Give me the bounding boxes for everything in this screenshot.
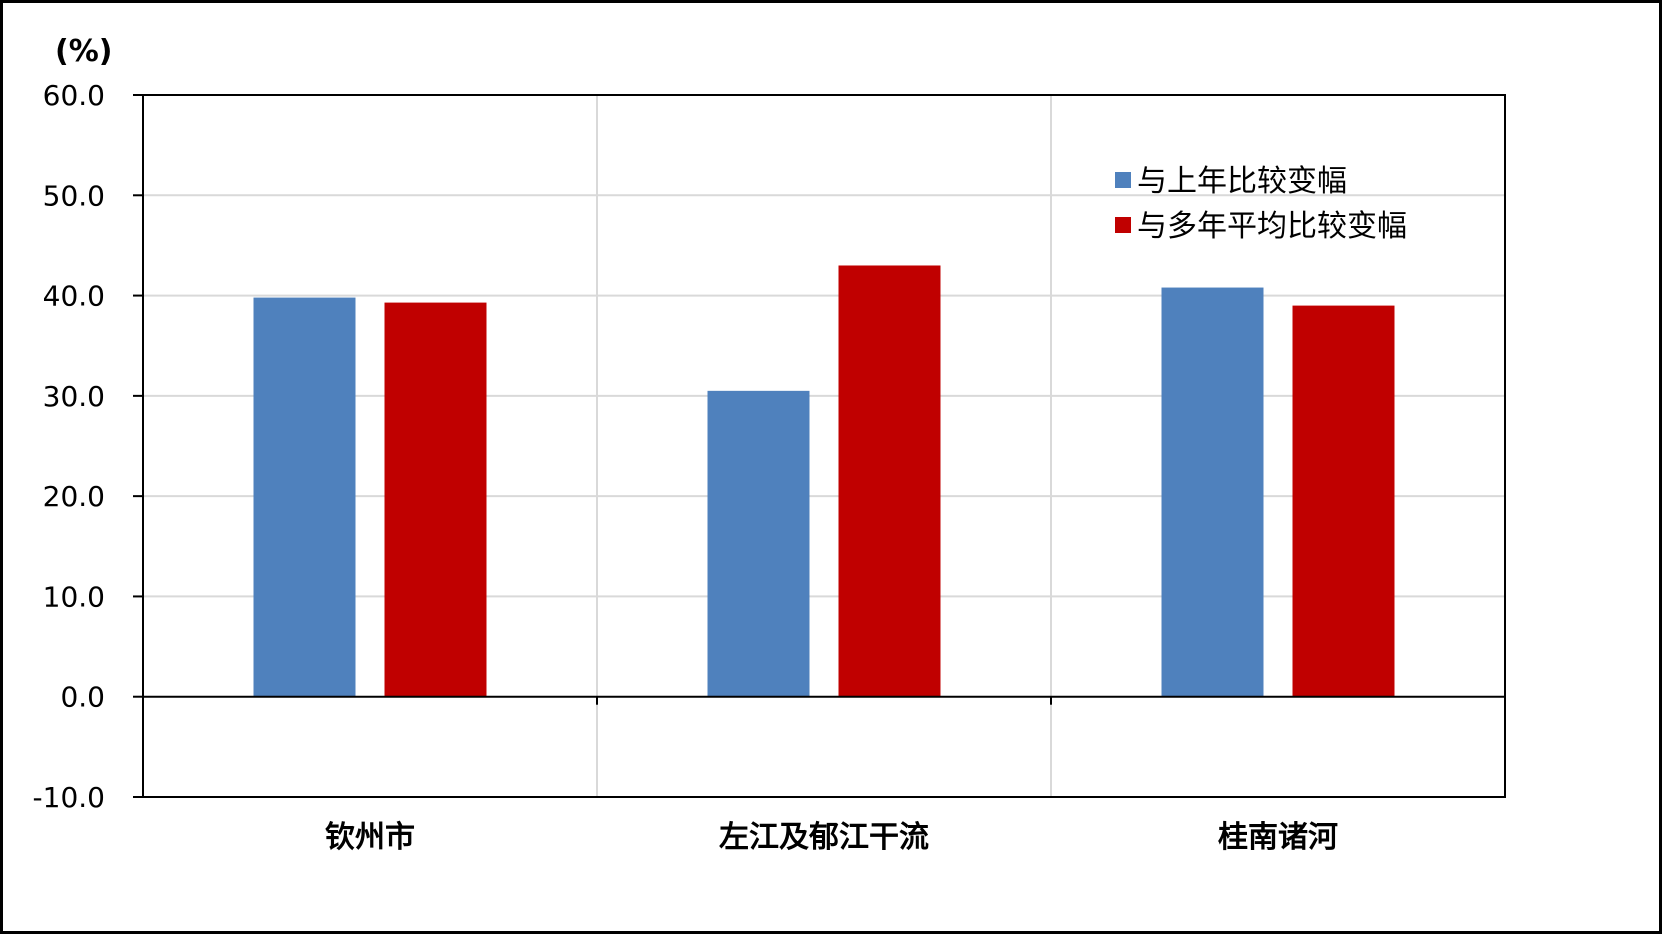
bar-vs-multiyear-avg [838, 265, 941, 697]
x-tick-label: 左江及郁江干流 [719, 820, 929, 855]
bar-vs-last-year [253, 297, 356, 697]
bar-vs-multiyear-avg [384, 302, 487, 697]
bar-vs-last-year [707, 390, 810, 697]
plot-border [142, 94, 1506, 798]
bar-vs-last-year [1161, 287, 1264, 697]
y-tick-label: 10.0 [43, 580, 105, 613]
y-unit-label: (%) [55, 34, 112, 69]
y-tick-label: 40.0 [43, 280, 105, 313]
y-tick-label: 50.0 [43, 179, 105, 212]
legend-swatch [1115, 172, 1131, 188]
bars [253, 265, 1395, 697]
y-tick-labels: -10.0 0.0 10.0 20.0 30.0 40.0 50.0 60.0 [33, 79, 105, 814]
y-tick-label: 30.0 [43, 380, 105, 413]
axes [133, 94, 1506, 798]
legend-label: 与上年比较变幅 [1137, 164, 1347, 199]
legend-swatch [1115, 217, 1131, 233]
y-tick-label: -10.0 [33, 781, 105, 814]
x-tick-label: 桂南诸河 [1218, 820, 1338, 855]
legend-label: 与多年平均比较变幅 [1137, 209, 1407, 244]
bar-vs-multiyear-avg [1292, 305, 1395, 697]
y-tick-label: 20.0 [43, 480, 105, 513]
x-tick-labels: 钦州市 左江及郁江干流 桂南诸河 [325, 820, 1338, 855]
x-tick-label: 钦州市 [325, 820, 415, 855]
y-tick-label: 0.0 [60, 681, 105, 714]
y-tick-label: 60.0 [43, 79, 105, 112]
bar-chart: (%) -10.0 0.0 10.0 20.0 30.0 40.0 50.0 60.0 钦州市… [33, 34, 1506, 855]
